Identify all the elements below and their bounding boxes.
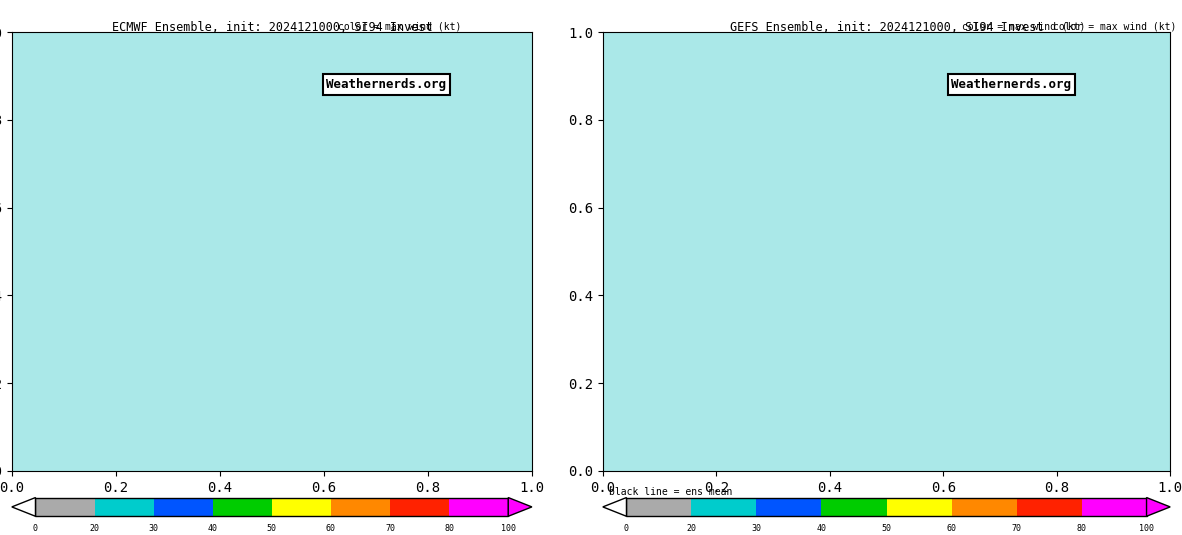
Text: 80: 80 xyxy=(1077,524,1086,533)
Text: black line = ens mean: black line = ens mean xyxy=(609,487,732,497)
Text: 0: 0 xyxy=(624,524,629,533)
Text: color = max wind (kt): color = max wind (kt) xyxy=(338,21,461,32)
Text: 100: 100 xyxy=(501,524,515,533)
Text: 30: 30 xyxy=(149,524,158,533)
Text: 40: 40 xyxy=(817,524,826,533)
Text: color = max wind (kt): color = max wind (kt) xyxy=(962,21,1085,32)
Text: Weathernerds.org: Weathernerds.org xyxy=(952,78,1071,91)
Text: 40: 40 xyxy=(208,524,217,533)
Text: ECMWF Ensemble, init: 2024121000, SI94 Invest: ECMWF Ensemble, init: 2024121000, SI94 I… xyxy=(111,21,433,34)
Text: 20: 20 xyxy=(687,524,696,533)
Text: Weathernerds.org: Weathernerds.org xyxy=(326,78,447,91)
Text: 70: 70 xyxy=(385,524,395,533)
Text: 30: 30 xyxy=(752,524,761,533)
Text: 60: 60 xyxy=(326,524,336,533)
Text: 80: 80 xyxy=(444,524,454,533)
Text: GEFS Ensemble, init: 2024121000, SI94 Invest: GEFS Ensemble, init: 2024121000, SI94 In… xyxy=(729,21,1044,34)
Text: 70: 70 xyxy=(1012,524,1021,533)
Text: 60: 60 xyxy=(947,524,956,533)
Text: 100: 100 xyxy=(1139,524,1154,533)
Text: color = max wind (kt): color = max wind (kt) xyxy=(1053,21,1176,32)
Text: 50: 50 xyxy=(267,524,277,533)
Text: 0: 0 xyxy=(33,524,38,533)
Text: 20: 20 xyxy=(90,524,99,533)
Text: 50: 50 xyxy=(882,524,891,533)
